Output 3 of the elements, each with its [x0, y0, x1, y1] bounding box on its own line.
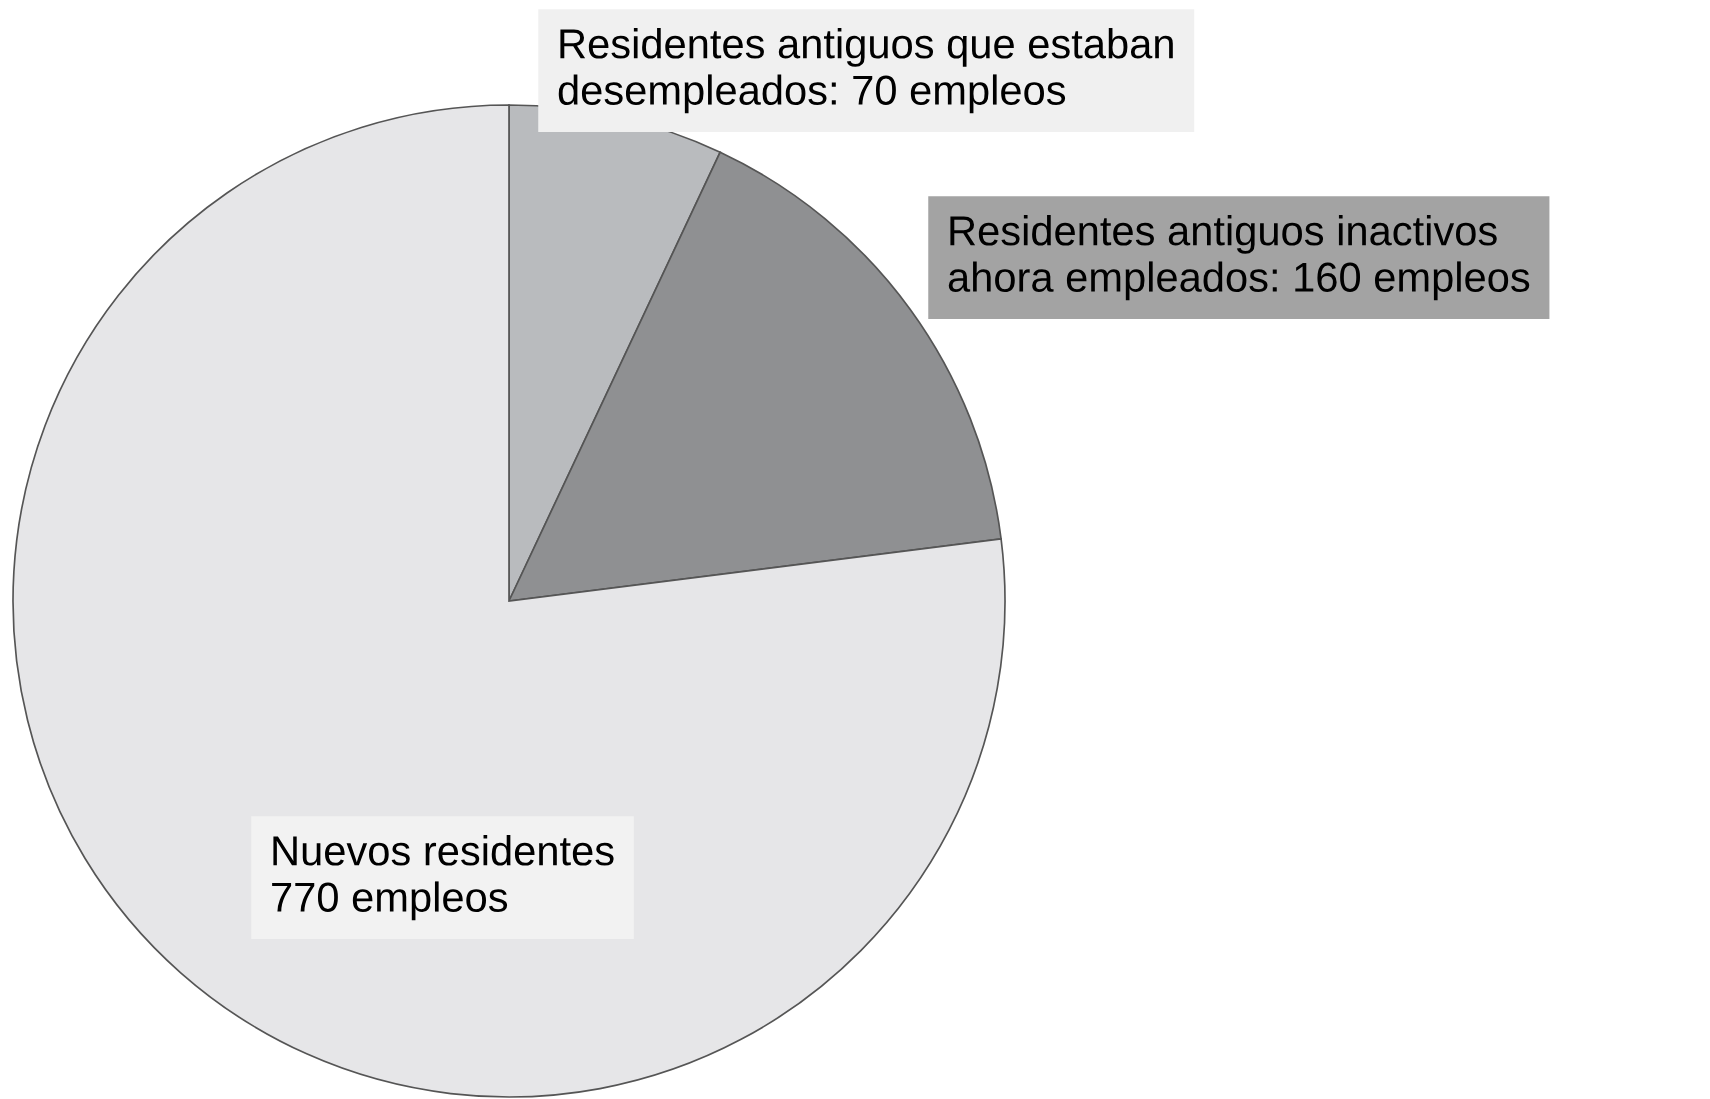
slice-label: Nuevos residentes 770 empleos	[272, 835, 614, 921]
slice-label: Residentes antiguos inactivos ahora empleados: 160 empleos	[948, 215, 1530, 301]
slice-label: Residentes antiguos que estaban desempleados: 70 empleos	[558, 28, 1173, 114]
